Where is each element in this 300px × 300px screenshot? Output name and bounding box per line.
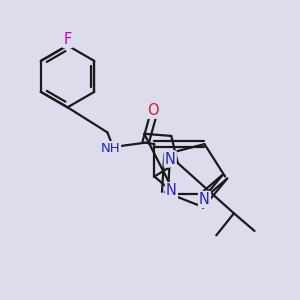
Text: N: N [165,152,176,166]
Text: N: N [199,192,210,207]
Text: N: N [166,183,177,198]
Text: NH: NH [100,142,120,155]
Text: F: F [63,32,72,47]
Text: O: O [147,103,159,118]
